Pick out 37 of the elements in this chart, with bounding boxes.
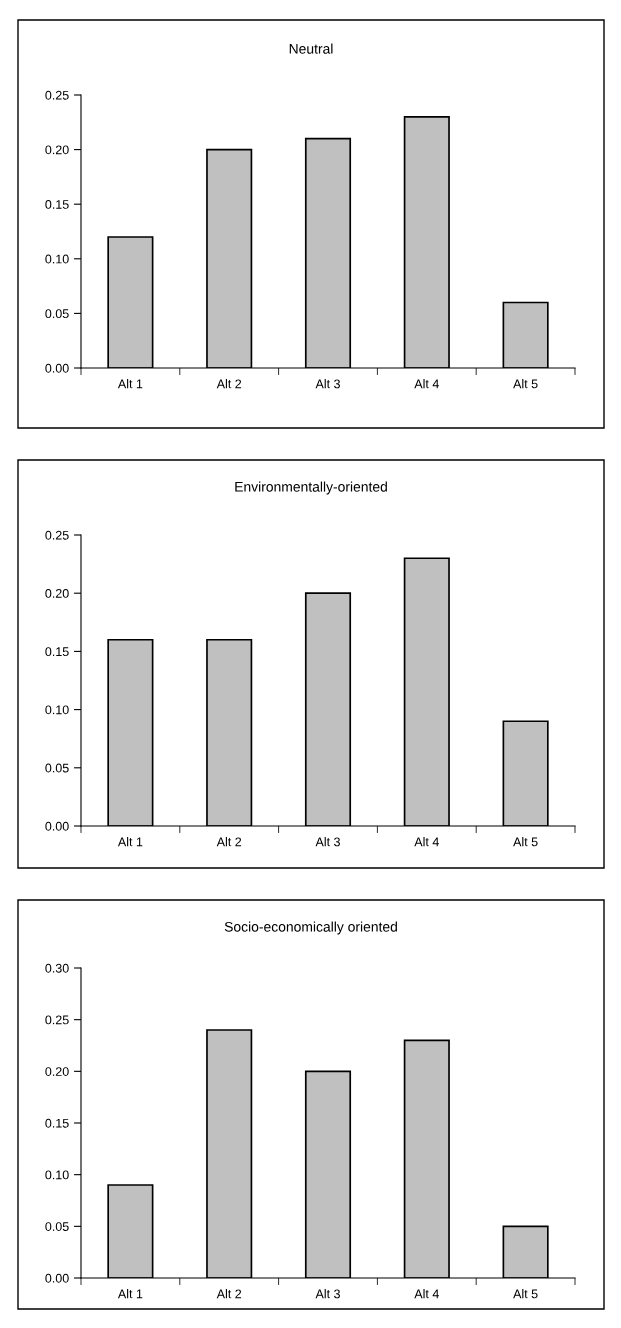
y-tick-label: 0.00	[45, 363, 69, 373]
y-tick-label: 0.20	[45, 145, 69, 155]
y-tick-label: 0.20	[45, 1067, 69, 1076]
x-tick-label: Alt 5	[513, 837, 538, 847]
chart-title: Environmentally-oriented	[235, 481, 387, 495]
y-tick-label: 0.05	[45, 763, 69, 773]
x-tick-label: Alt 2	[216, 837, 242, 847]
x-tick-label: Alt 1	[117, 379, 143, 389]
y-tick-label: 0.25	[45, 90, 69, 100]
chart-title: Neutral	[289, 43, 333, 54]
x-tick-label: Alt 5	[513, 379, 538, 389]
y-tick-label: 0.25	[45, 530, 69, 540]
y-tick-label: 0.10	[45, 254, 69, 264]
x-tick-label: Alt 5	[513, 1289, 538, 1299]
x-tick-label: Alt 3	[315, 837, 340, 847]
x-tick-label: Alt 4	[414, 379, 439, 389]
x-tick-label: Alt 4	[414, 837, 439, 847]
x-tick-label: Alt 4	[414, 1289, 439, 1299]
x-tick-label: Alt 1	[117, 1289, 143, 1299]
y-tick-label: 0.25	[45, 1015, 69, 1025]
y-tick-label: 0.05	[45, 1222, 69, 1231]
x-tick-label: Alt 3	[315, 1289, 340, 1299]
y-tick-label: 0.00	[45, 821, 69, 831]
y-tick-label: 0.00	[45, 1273, 69, 1283]
x-tick-label: Alt 1	[117, 837, 143, 847]
y-tick-label: 0.10	[45, 1170, 69, 1180]
y-tick-label: 0.20	[45, 589, 69, 598]
y-tick-label: 0.05	[45, 309, 69, 319]
y-tick-label: 0.15	[45, 647, 69, 657]
x-tick-label: Alt 3	[315, 379, 340, 389]
y-tick-label: 0.15	[45, 200, 69, 209]
chart-title: Socio-economically oriented	[224, 921, 397, 935]
x-tick-label: Alt 2	[216, 1289, 242, 1299]
y-tick-label: 0.30	[45, 963, 69, 973]
y-tick-label: 0.15	[45, 1118, 69, 1128]
y-tick-label: 0.10	[45, 705, 69, 715]
x-tick-label: Alt 2	[216, 379, 242, 389]
